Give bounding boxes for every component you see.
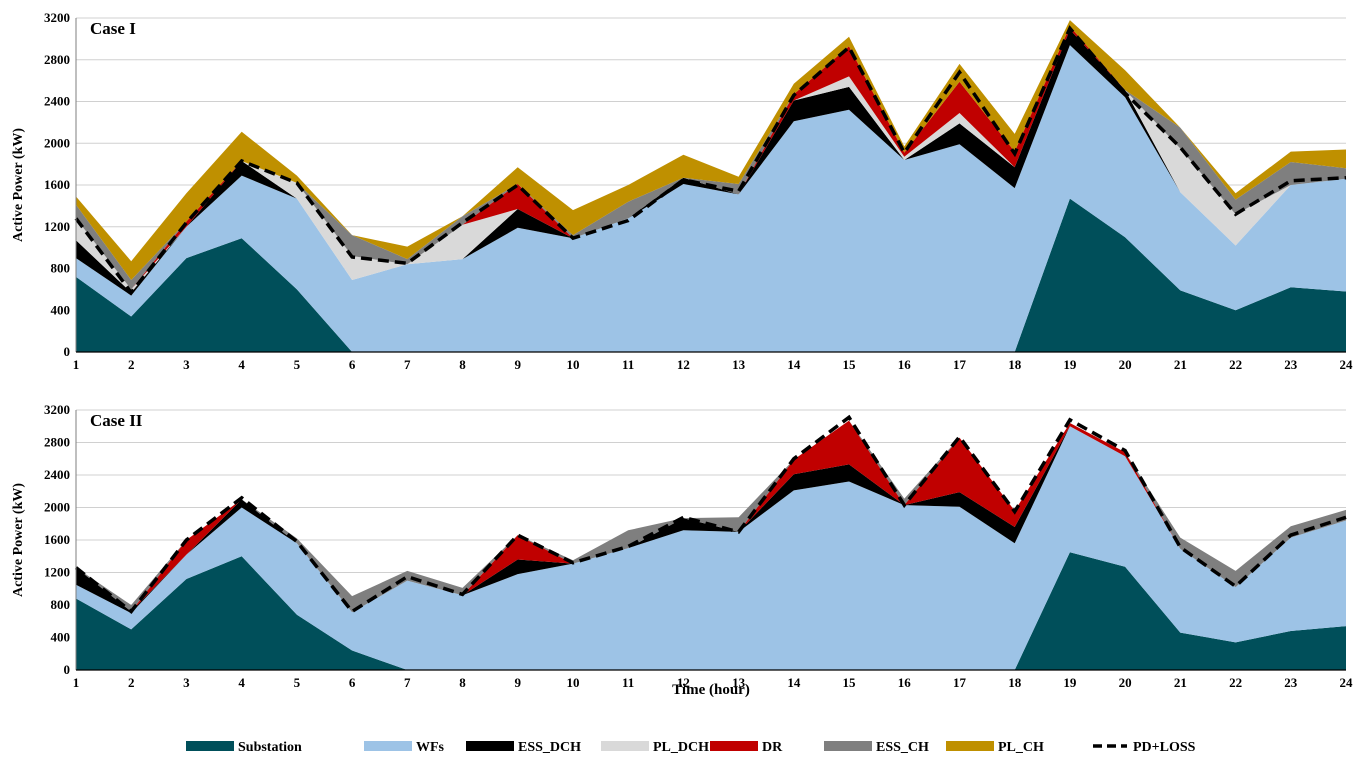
- panel1-xtick-label-22: 23: [1284, 357, 1298, 372]
- panel2-xtick-label-0: 1: [73, 675, 80, 690]
- panel2-xtick-label-23: 24: [1340, 675, 1354, 690]
- panel1-xtick-label-3: 4: [238, 357, 245, 372]
- panel1-xtick-label-4: 5: [294, 357, 301, 372]
- legend-label-substation: Substation: [238, 740, 302, 755]
- legend-swatch-dr: [710, 741, 758, 751]
- panel1-ytick-label-2: 800: [51, 261, 71, 276]
- panel1-ytick-label-6: 2400: [44, 94, 70, 109]
- panel2-ytick-label-3: 1200: [44, 565, 70, 580]
- panel1-xtick-label-13: 14: [787, 357, 801, 372]
- panel2-area-substation: [76, 552, 1346, 670]
- legend-label-pl_ch: PL_CH: [998, 740, 1044, 755]
- panel1-xtick-label-9: 10: [566, 357, 579, 372]
- panel2-xtick-label-3: 4: [238, 675, 245, 690]
- panel2-line-pd-loss: [74, 414, 1347, 614]
- panel2-xtick-label-11: 12: [677, 675, 690, 690]
- panel1-xtick-label-0: 1: [73, 357, 80, 372]
- panel2-xtick-label-13: 14: [787, 675, 801, 690]
- legend-swatch-wfs: [364, 741, 412, 751]
- legend-swatch-ess_dch: [466, 741, 514, 751]
- legend-swatch-pl_ch: [946, 741, 994, 751]
- panel2-xtick-label-20: 21: [1174, 675, 1187, 690]
- panel1-ytick-label-7: 2800: [44, 52, 70, 67]
- panel1-xtick-label-16: 17: [953, 357, 967, 372]
- panel1-xtick-label-18: 19: [1063, 357, 1077, 372]
- panel2-ytick-label-2: 800: [51, 597, 71, 612]
- panel2-xtick-label-7: 8: [459, 675, 466, 690]
- legend-swatch-pl_dch: [601, 741, 649, 751]
- panel1-xtick-label-17: 18: [1008, 357, 1022, 372]
- panel2-xtick-label-2: 3: [183, 675, 190, 690]
- panel1-xtick-label-1: 2: [128, 357, 135, 372]
- panel1-line-pd-loss: [74, 25, 1347, 296]
- panel1-xtick-label-20: 21: [1174, 357, 1187, 372]
- panel1-xtick-label-10: 11: [622, 357, 634, 372]
- panel1-title: Case I: [90, 19, 136, 38]
- panel1-xtick-label-2: 3: [183, 357, 190, 372]
- panel1-area-substation: [76, 198, 1346, 352]
- legend-swatch-substation: [186, 741, 234, 751]
- panel1-xtick-label-12: 13: [732, 357, 746, 372]
- panel1-ytick-label-8: 3200: [44, 10, 70, 25]
- panel1-xtick-label-11: 12: [677, 357, 690, 372]
- panel2-xtick-label-8: 9: [514, 675, 521, 690]
- panel1-ytick-label-3: 1200: [44, 219, 70, 234]
- panel2-xtick-label-16: 17: [953, 675, 967, 690]
- legend-label-dr: DR: [762, 740, 783, 755]
- panel2-xtick-label-21: 22: [1229, 675, 1242, 690]
- legend-swatch-ess_ch: [824, 741, 872, 751]
- panel1-ylabel: Active Power (kW): [11, 128, 26, 242]
- panel1-ytick-label-0: 0: [64, 344, 71, 359]
- panel2-xtick-label-4: 5: [294, 675, 301, 690]
- panel2-xtick-label-9: 10: [566, 675, 579, 690]
- panel1-xtick-label-23: 24: [1340, 357, 1354, 372]
- legend-label-ess_ch: ESS_CH: [876, 740, 929, 755]
- panel2-xtick-label-1: 2: [128, 675, 135, 690]
- panel1-xtick-label-21: 22: [1229, 357, 1242, 372]
- panel2-title: Case II: [90, 411, 143, 430]
- panel2-xtick-label-17: 18: [1008, 675, 1022, 690]
- panel1-xtick-label-5: 6: [349, 357, 356, 372]
- legend-label-ess_dch: ESS_DCH: [518, 740, 581, 755]
- panel2-xtick-label-18: 19: [1063, 675, 1077, 690]
- panel2-xtick-label-12: 13: [732, 675, 746, 690]
- panel1-xtick-label-8: 9: [514, 357, 521, 372]
- panel2-ytick-label-1: 400: [51, 630, 71, 645]
- legend-label-pl_dch: PL_DCH: [653, 740, 709, 755]
- panel2-xtick-label-14: 15: [843, 675, 857, 690]
- panel1-xtick-label-7: 8: [459, 357, 466, 372]
- panel2-ytick-label-7: 2800: [44, 435, 70, 450]
- legend-label-pd_loss: PD+LOSS: [1133, 740, 1196, 755]
- panel2-ytick-label-6: 2400: [44, 467, 70, 482]
- panel2-ytick-label-4: 1600: [44, 532, 70, 547]
- panel1-xtick-label-19: 20: [1119, 357, 1132, 372]
- panel2-xtick-label-19: 20: [1119, 675, 1132, 690]
- panel1-area-wfs: [76, 45, 1346, 352]
- panel2-ylabel: Active Power (kW): [11, 483, 26, 597]
- panel2-ytick-label-5: 2000: [44, 500, 70, 515]
- legend-label-wfs: WFs: [416, 740, 445, 755]
- panel1-ytick-label-5: 2000: [44, 135, 70, 150]
- panel1-ytick-label-4: 1600: [44, 177, 70, 192]
- panel2-xtick-label-5: 6: [349, 675, 356, 690]
- panel2-ytick-label-0: 0: [64, 662, 71, 677]
- panel1-xtick-label-14: 15: [843, 357, 857, 372]
- panel1-xtick-label-6: 7: [404, 357, 411, 372]
- panel2-xtick-label-22: 23: [1284, 675, 1298, 690]
- x-axis-title: Time (hour): [672, 682, 750, 698]
- panel2-xtick-label-10: 11: [622, 675, 634, 690]
- panel2-xtick-label-6: 7: [404, 675, 411, 690]
- panel2-area-wfs: [76, 426, 1346, 670]
- panel1-xtick-label-15: 16: [898, 357, 912, 372]
- panel2-xtick-label-15: 16: [898, 675, 912, 690]
- panel1-ytick-label-1: 400: [51, 302, 71, 317]
- panel2-ytick-label-8: 3200: [44, 402, 70, 417]
